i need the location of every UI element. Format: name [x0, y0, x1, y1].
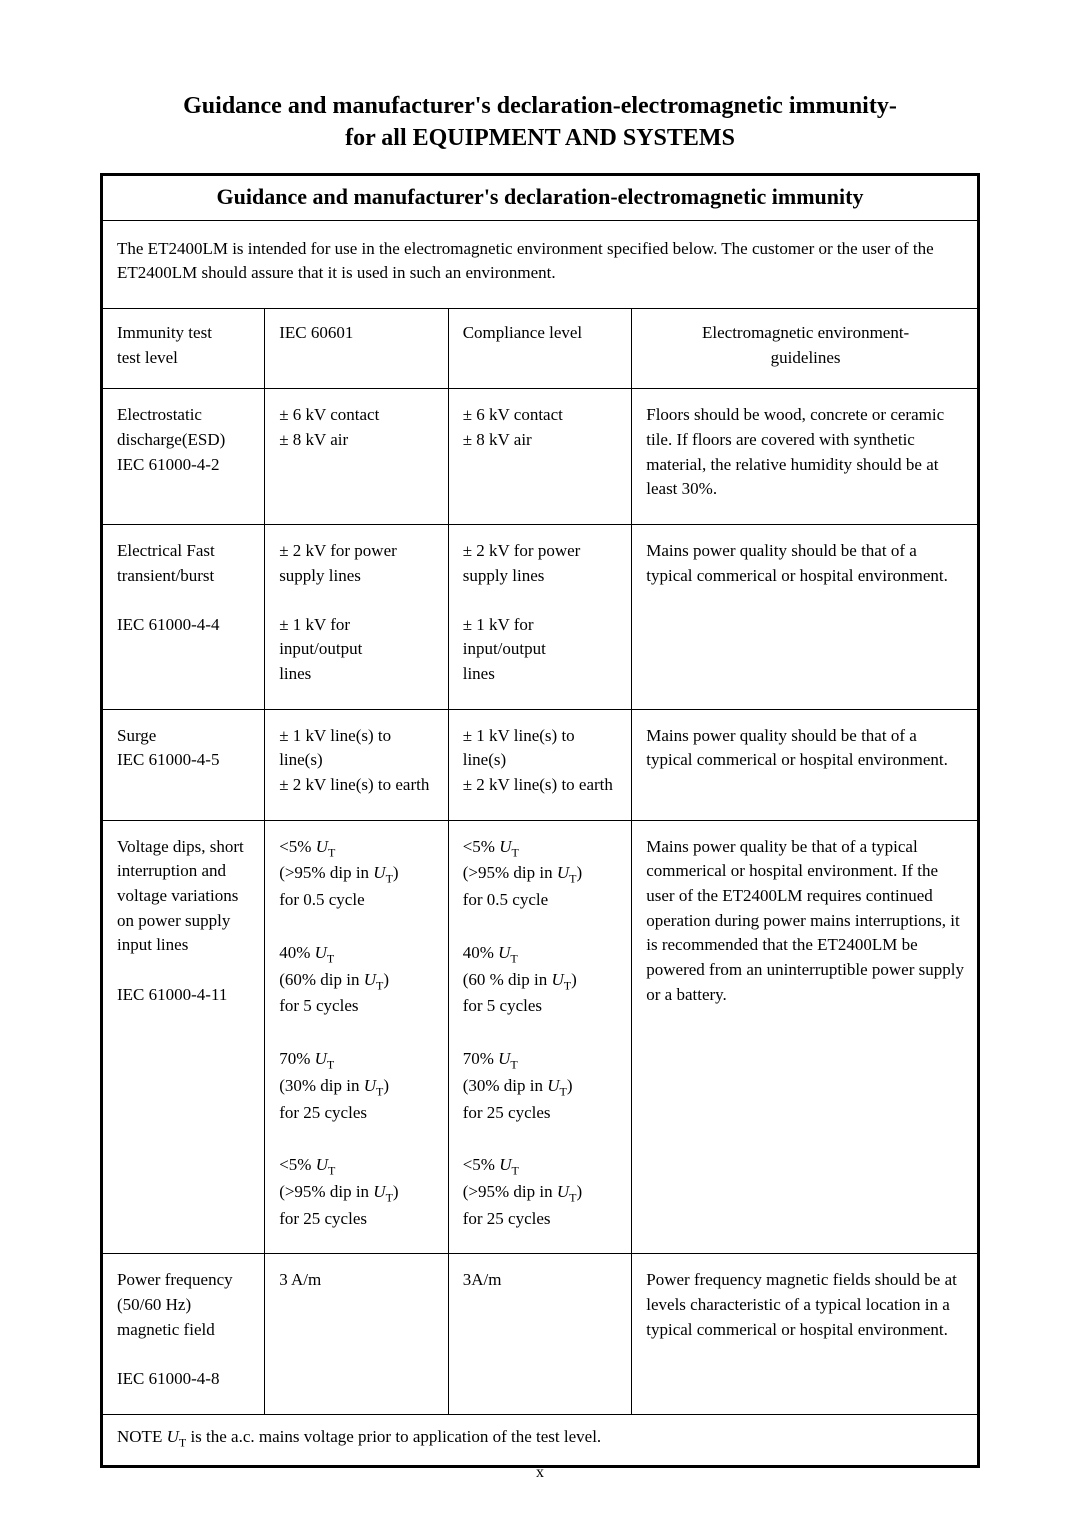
cell-test-name: Voltage dips, short interruption and vol… [103, 820, 265, 1254]
ut-symbol: UT [315, 943, 335, 962]
cell-guidelines: Power frequency magnetic fields should b… [632, 1254, 977, 1414]
ut-symbol: UT [547, 1076, 567, 1095]
cell-guidelines: Floors should be wood, concrete or ceram… [632, 389, 977, 525]
table-row: Surge IEC 61000-4-5 ± 1 kV line(s) to li… [103, 709, 977, 820]
header-compliance: Compliance level [448, 309, 632, 389]
ut-symbol: UT [557, 1182, 577, 1201]
page-title: Guidance and manufacturer's declaration-… [100, 90, 980, 155]
ut-symbol: UT [316, 1155, 336, 1174]
table-title: Guidance and manufacturer's declaration-… [103, 176, 977, 221]
header-iec: IEC 60601 [265, 309, 449, 389]
cell-iec-level: ± 1 kV line(s) to line(s) ± 2 kV line(s)… [265, 709, 449, 820]
cell-iec-level: <5% UT (>95% dip in UT) for 0.5 cycle 40… [265, 820, 449, 1254]
ut-symbol: UT [364, 1076, 384, 1095]
ut-symbol: UT [557, 863, 577, 882]
cell-test-name: Electrical Fast transient/burst IEC 6100… [103, 524, 265, 709]
cell-compliance-level: ± 6 kV contact ± 8 kV air [448, 389, 632, 525]
cell-guidelines: Mains power quality should be that of a … [632, 524, 977, 709]
cell-compliance-level: <5% UT (>95% dip in UT) for 0.5 cycle 40… [448, 820, 632, 1254]
cell-test-name: Power frequency (50/60 Hz) magnetic fiel… [103, 1254, 265, 1414]
title-line-2: for all EQUIPMENT AND SYSTEMS [345, 125, 735, 151]
table-row: Power frequency (50/60 Hz) magnetic fiel… [103, 1254, 977, 1414]
ut-symbol: UT [167, 1427, 187, 1446]
ut-symbol: UT [552, 970, 572, 989]
ut-symbol: UT [498, 943, 518, 962]
title-line-1: Guidance and manufacturer's declaration-… [183, 93, 897, 119]
immunity-table-wrap: Guidance and manufacturer's declaration-… [100, 173, 980, 1468]
header-guidelines: Electromagnetic environment- guidelines [632, 309, 977, 389]
dip-block: <5% UT (>95% dip in UT) for 0.5 cycle [463, 835, 620, 913]
intro-text: The ET2400LM is intended for use in the … [103, 221, 977, 309]
dip-block: 40% UT (60 % dip in UT) for 5 cycles [463, 941, 620, 1019]
ut-symbol: UT [499, 1155, 519, 1174]
table-note: NOTE UT is the a.c. mains voltage prior … [103, 1415, 977, 1465]
dip-block: 40% UT (60% dip in UT) for 5 cycles [279, 941, 436, 1019]
header-row: Immunity test test level IEC 60601 Compl… [103, 309, 977, 389]
document-page: Guidance and manufacturer's declaration-… [0, 0, 1080, 1528]
dip-block: <5% UT (>95% dip in UT) for 25 cycles [463, 1153, 620, 1231]
page-number: x [0, 1464, 1080, 1482]
table-row: Electrostatic discharge(ESD) IEC 61000-4… [103, 389, 977, 525]
ut-symbol: UT [315, 1049, 335, 1068]
dip-block: 70% UT (30% dip in UT) for 25 cycles [279, 1047, 436, 1125]
table-row: Electrical Fast transient/burst IEC 6100… [103, 524, 977, 709]
ut-symbol: UT [364, 970, 384, 989]
table-row: Voltage dips, short interruption and vol… [103, 820, 977, 1254]
header-immunity-test: Immunity test test level [103, 309, 265, 389]
cell-guidelines: Mains power quality be that of a typical… [632, 820, 977, 1254]
cell-compliance-level: ± 1 kV line(s) to line(s) ± 2 kV line(s)… [448, 709, 632, 820]
dip-block: 70% UT (30% dip in UT) for 25 cycles [463, 1047, 620, 1125]
ut-symbol: UT [373, 863, 393, 882]
cell-compliance-level: ± 2 kV for power supply lines ± 1 kV for… [448, 524, 632, 709]
cell-compliance-level: 3A/m [448, 1254, 632, 1414]
dip-block: <5% UT (>95% dip in UT) for 25 cycles [279, 1153, 436, 1231]
cell-test-name: Surge IEC 61000-4-5 [103, 709, 265, 820]
cell-test-name: Electrostatic discharge(ESD) IEC 61000-4… [103, 389, 265, 525]
cell-iec-level: 3 A/m [265, 1254, 449, 1414]
ut-symbol: UT [316, 837, 336, 856]
cell-iec-level: ± 2 kV for power supply lines ± 1 kV for… [265, 524, 449, 709]
cell-iec-level: ± 6 kV contact ± 8 kV air [265, 389, 449, 525]
ut-symbol: UT [499, 837, 519, 856]
dip-block: <5% UT (>95% dip in UT) for 0.5 cycle [279, 835, 436, 913]
cell-guidelines: Mains power quality should be that of a … [632, 709, 977, 820]
immunity-table: Immunity test test level IEC 60601 Compl… [103, 309, 977, 1415]
ut-symbol: UT [373, 1182, 393, 1201]
ut-symbol: UT [498, 1049, 518, 1068]
